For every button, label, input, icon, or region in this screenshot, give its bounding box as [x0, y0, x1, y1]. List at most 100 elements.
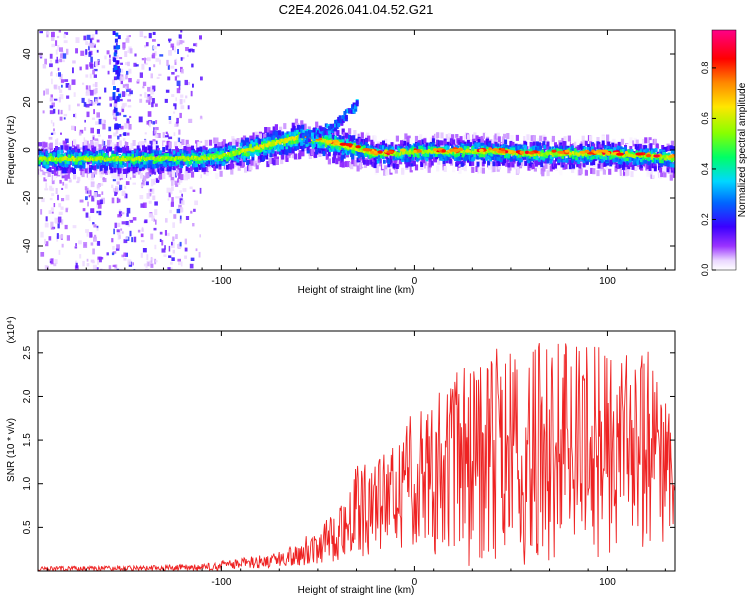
heatmap-ridge-cell [547, 155, 551, 160]
heatmap-speckle [142, 86, 145, 89]
heatmap-speckle [167, 198, 170, 201]
heatmap-ridge-cell [341, 128, 345, 135]
heatmap-speckle [190, 210, 193, 214]
heatmap-ridge-cell [55, 139, 59, 146]
heatmap-ridge-cell [348, 128, 352, 135]
heatmap-speckle [98, 210, 102, 216]
heatmap-speckle [75, 243, 77, 246]
heatmap-speckle [199, 234, 201, 238]
heatmap-speckle [176, 80, 181, 86]
heatmap-ridge-cell [600, 163, 604, 170]
heatmap-speckle [93, 192, 98, 198]
heatmap-speckle [45, 216, 48, 222]
heatmap-ridge-cell [318, 151, 322, 157]
heatmap-ridge-cell [411, 164, 415, 171]
heatmap-ridge-cell [100, 168, 104, 175]
heatmap-ridge-cell [249, 164, 253, 171]
heatmap-ridge-cell [383, 169, 387, 176]
heatmap-ridge-cell [356, 140, 360, 146]
heatmap-speckle [139, 98, 143, 103]
heatmap-speckle [90, 190, 92, 197]
heatmap-speckle [93, 224, 97, 228]
heatmap-ridge-cell [638, 160, 642, 165]
heatmap-streak-cell [118, 93, 122, 98]
heatmap-ridge-cell [672, 149, 675, 154]
heatmap-speckle [184, 238, 187, 245]
heatmap-speckle [139, 94, 142, 97]
heatmap-ridge-cell [410, 161, 414, 167]
heatmap-ridge-cell [168, 162, 172, 167]
heatmap-ridge-cell [452, 152, 455, 156]
heatmap-streak-cell [117, 123, 121, 128]
heatmap-speckle [142, 248, 147, 253]
heatmap-ridge-cell [229, 141, 233, 147]
heatmap-ridge-cell [555, 145, 558, 150]
heatmap-ridge-cell [451, 145, 454, 150]
heatmap-ridge-cell [387, 139, 391, 146]
heatmap-speckle [149, 140, 154, 147]
heatmap-ridge-cell [516, 167, 520, 174]
heatmap-ridge-cell [387, 159, 391, 164]
heatmap-ridge-cell [331, 145, 334, 149]
heatmap-speckle [56, 35, 60, 39]
heatmap-speckle [151, 102, 154, 108]
heatmap-ridge-cell [134, 159, 138, 164]
heatmap-speckle [125, 221, 129, 226]
heatmap-speckle [82, 82, 85, 85]
heatmap-ridge-cell [138, 166, 142, 172]
heatmap-speckle [73, 92, 76, 97]
heatmap-ridge-cell [579, 168, 583, 175]
heatmap-ridge-cell [194, 152, 197, 157]
heatmap-ridge-cell [189, 166, 193, 172]
heatmap-ridge-cell [272, 126, 276, 133]
heatmap-speckle [117, 235, 121, 240]
heatmap-ridge-cell [254, 138, 258, 143]
heatmap-speckle [170, 65, 175, 69]
heatmap-speckle [60, 109, 63, 115]
heatmap-speckle [90, 181, 95, 188]
heatmap-ridge-cell [455, 134, 459, 140]
heatmap-speckle [50, 59, 52, 63]
heatmap-streak-cell [117, 68, 121, 73]
heatmap-ridge-cell [272, 135, 276, 140]
heatmap-ridge-cell [208, 139, 213, 146]
heatmap-ridge-cell [284, 132, 288, 137]
heatmap-ridge-cell [207, 165, 212, 172]
heatmap-ridge-cell [251, 152, 255, 157]
heatmap-speckle [63, 40, 68, 44]
heatmap-ridge-cell [486, 146, 489, 150]
heatmap-speckle [135, 64, 139, 67]
heatmap-speckle [43, 90, 45, 96]
heatmap-ridge-cell [629, 162, 633, 167]
heatmap-ridge-cell [65, 163, 69, 168]
heatmap-ridge-cell [434, 157, 437, 163]
heatmap-ridge-cell [47, 171, 51, 177]
heatmap-ridge-cell [339, 139, 343, 143]
heatmap-ridge-cell [208, 148, 212, 153]
heatmap-ridge-cell [132, 168, 136, 174]
heatmap-ridge-cell [219, 150, 223, 155]
heatmap-ridge-cell [629, 157, 633, 162]
heatmap-ridge-cell [221, 150, 225, 155]
heatmap-ridge-cell [395, 156, 399, 161]
heatmap-speckle [94, 138, 99, 141]
heatmap-ridge-cell [532, 136, 536, 143]
heatmap-speckle [176, 75, 180, 78]
heatmap-speckle [111, 238, 114, 243]
heatmap-ridge-cell [563, 136, 567, 143]
heatmap-speckle [55, 217, 59, 224]
heatmap-speckle [104, 55, 107, 60]
heatmap-ridge-cell [219, 148, 223, 153]
heatmap-speckle [40, 252, 45, 257]
heatmap-speckle [177, 167, 180, 171]
heatmap-speckle [93, 68, 98, 72]
heatmap-ridge-cell [59, 161, 62, 166]
heatmap-ridge-cell [296, 129, 299, 134]
heatmap-ridge-cell [487, 155, 490, 160]
heatmap-ridge-cell [461, 140, 465, 146]
heatmap-ridge-cell [338, 135, 342, 141]
heatmap-speckle [184, 247, 188, 252]
heatmap-ridge-cell [93, 165, 97, 171]
heatmap-ridge-cell [652, 169, 656, 176]
heatmap-ridge-cell [466, 146, 470, 150]
